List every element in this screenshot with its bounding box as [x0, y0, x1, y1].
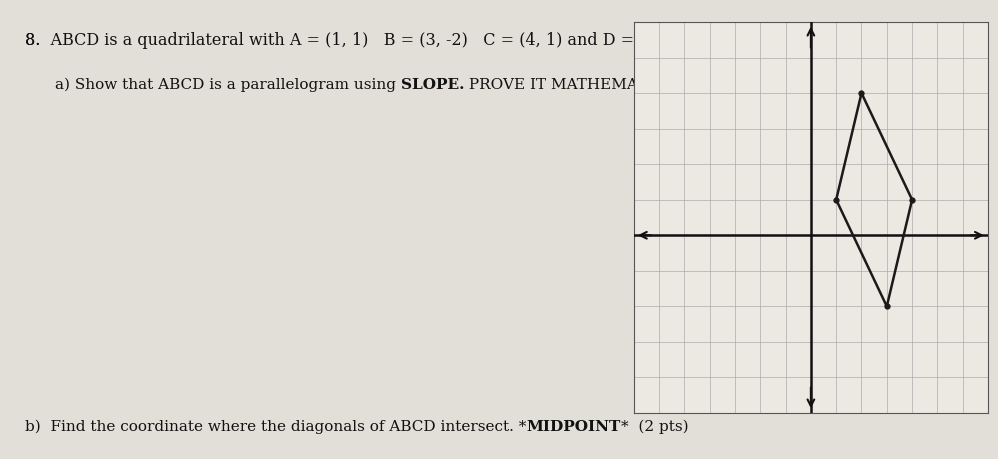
Text: (5 pts): (5 pts) — [807, 78, 867, 92]
Text: b)  Find the coordinate where the diagonals of ABCD intersect. *: b) Find the coordinate where the diagona… — [25, 419, 526, 433]
Text: MIDPOINT: MIDPOINT — [526, 419, 621, 433]
Text: a) Show that ABCD is a parallelogram using: a) Show that ABCD is a parallelogram usi… — [55, 78, 401, 92]
Text: 8.: 8. — [25, 32, 51, 49]
Text: 8.  ABCD is a quadrilateral with A = (1, 1)   B = (3, -2)   C = (4, 1) and D = (: 8. ABCD is a quadrilateral with A = (1, … — [25, 32, 683, 49]
Text: *  (2 pts): * (2 pts) — [621, 419, 689, 433]
Text: PROVE IT MATHEMATICALLY & EXPLAIN!: PROVE IT MATHEMATICALLY & EXPLAIN! — [464, 78, 807, 92]
Text: SLOPE.: SLOPE. — [401, 78, 464, 92]
